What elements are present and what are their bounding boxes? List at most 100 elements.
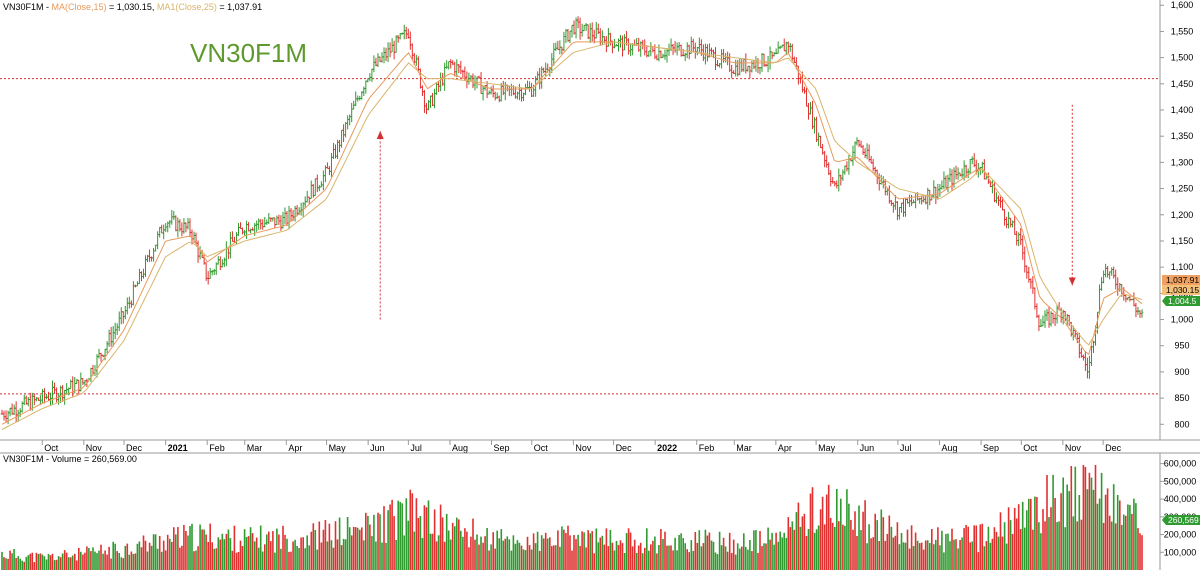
- volume-bar: [650, 544, 652, 570]
- volume-bar: [823, 524, 826, 570]
- volume-bar: [1135, 503, 1137, 570]
- volume-bar: [538, 550, 541, 570]
- volume-bar: [314, 530, 317, 570]
- volume-bar: [92, 547, 94, 570]
- volume-bar: [579, 545, 581, 570]
- volume-bar: [80, 551, 82, 570]
- volume-bar: [929, 543, 931, 570]
- volume-bar: [633, 539, 636, 570]
- volume-bar: [625, 533, 628, 570]
- volume-bar: [559, 546, 561, 570]
- volume-bar: [1021, 501, 1024, 570]
- volume-bar: [829, 518, 832, 570]
- volume-bar: [801, 516, 804, 570]
- price-axis-tick-label: 1,400: [1171, 105, 1194, 115]
- volume-bar: [674, 537, 676, 570]
- volume-bar: [251, 533, 254, 570]
- volume-bar: [896, 522, 899, 570]
- volume-bar: [1088, 472, 1091, 570]
- time-axis-tick-label: Apr: [778, 443, 792, 453]
- arrow-down-head: [1068, 277, 1076, 286]
- volume-bar: [401, 503, 403, 570]
- volume-bar: [771, 532, 773, 570]
- volume-bar: [864, 500, 866, 570]
- volume-bar: [443, 541, 446, 570]
- volume-bar: [943, 552, 945, 570]
- volume-bar: [951, 528, 953, 570]
- volume-bar: [918, 543, 921, 570]
- volume-bar: [587, 530, 589, 570]
- volume-bar: [1104, 494, 1107, 570]
- volume-bar: [666, 545, 668, 570]
- volume-bar: [716, 554, 719, 570]
- volume-bar: [571, 550, 573, 570]
- volume-bar: [931, 529, 933, 570]
- volume-bar: [23, 561, 25, 570]
- volume-bar: [672, 550, 674, 570]
- volume-bar: [185, 531, 187, 570]
- volume-bar: [597, 542, 600, 570]
- volume-bar: [573, 535, 575, 570]
- ma25-line: [1, 41, 1143, 430]
- volume-bar: [144, 540, 147, 570]
- volume-bar: [985, 541, 988, 570]
- volume-bar: [488, 550, 490, 570]
- volume-bar: [904, 542, 907, 570]
- volume-bar: [993, 527, 996, 570]
- volume-bar: [1013, 507, 1016, 570]
- volume-bar: [409, 489, 412, 570]
- volume-bar: [371, 536, 373, 570]
- volume-bar: [979, 524, 982, 570]
- volume-bar: [169, 538, 171, 570]
- price-axis-ticks: 8008509009501,0001,0501,1001,1501,2001,2…: [1160, 0, 1193, 429]
- volume-bar: [122, 558, 125, 570]
- volume-bar: [1070, 466, 1073, 570]
- volume-bar: [142, 535, 145, 570]
- time-axis-tick-label: May: [329, 443, 347, 453]
- volume-bar: [160, 551, 163, 570]
- volume-bar: [395, 539, 397, 570]
- volume-bar: [741, 546, 743, 570]
- volume-bar: [617, 544, 620, 570]
- volume-bar: [243, 529, 246, 570]
- volume-bar: [1044, 521, 1046, 570]
- volume-bar: [817, 525, 820, 570]
- volume-bar: [425, 507, 428, 570]
- volume-bar: [474, 539, 476, 570]
- volume-bar: [1046, 475, 1048, 570]
- volume-bar: [916, 540, 919, 570]
- volume-bar: [977, 552, 980, 570]
- volume-bar: [1042, 509, 1044, 570]
- volume-bar: [702, 543, 705, 570]
- volume-bar: [191, 523, 193, 570]
- volume-bar: [189, 526, 191, 570]
- volume-bar: [975, 525, 978, 570]
- time-axis-tick-label: Oct: [1023, 443, 1038, 453]
- time-axis-tick-label: Dec: [1105, 443, 1122, 453]
- volume-bar: [150, 545, 153, 570]
- volume-bar: [959, 540, 961, 570]
- volume-bar: [1034, 496, 1036, 570]
- volume-bar: [213, 548, 215, 570]
- time-axis-tick-label: 2022: [657, 443, 677, 453]
- volume-bar: [848, 503, 850, 570]
- volume-bar: [1084, 466, 1087, 570]
- volume-bar: [1007, 507, 1010, 570]
- volume-bar: [763, 543, 765, 570]
- volume-bar: [627, 528, 630, 570]
- volume-axis-ticks: 100,000200,000300,000400,000500,000600,0…: [1160, 459, 1196, 557]
- volume-bar: [1026, 510, 1028, 570]
- volume-bar: [690, 540, 693, 570]
- volume-bar: [698, 530, 701, 570]
- volume-bar: [221, 533, 224, 570]
- volume-bar: [696, 542, 699, 570]
- volume-bar: [680, 533, 682, 570]
- volume-bar: [59, 557, 62, 570]
- volume-bar: [767, 527, 769, 570]
- volume-bar: [496, 530, 498, 570]
- volume-bar: [17, 556, 19, 570]
- price-axis-tick-label: 1,150: [1171, 236, 1194, 246]
- volume-bar: [1058, 521, 1060, 570]
- volume-bar: [795, 512, 798, 570]
- volume-bar: [449, 539, 452, 570]
